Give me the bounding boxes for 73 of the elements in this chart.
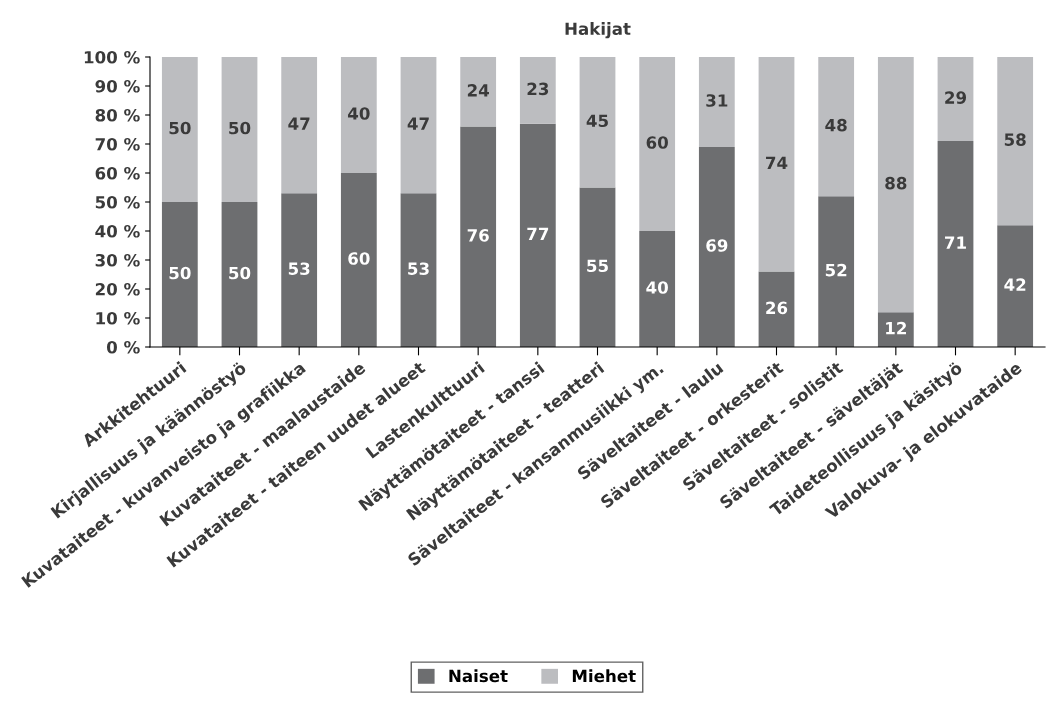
bar — [400, 57, 437, 194]
data-label: 48 — [825, 118, 847, 132]
data-label: 52 — [825, 263, 847, 277]
data-label: 76 — [467, 229, 489, 242]
bar — [221, 202, 258, 347]
data-label: 50 — [169, 121, 191, 135]
data-label: 50 — [169, 266, 191, 280]
data-label: 42 — [1004, 278, 1026, 291]
data-label: 31 — [706, 94, 728, 107]
y-tick-label: 70 % — [95, 137, 140, 151]
bar — [758, 57, 795, 272]
y-tick-label: 30 % — [95, 253, 140, 267]
data-label: 60 — [646, 136, 668, 149]
bar — [281, 57, 318, 194]
chart-title: Hakijat — [565, 22, 631, 39]
data-label: 53 — [408, 262, 429, 275]
data-label: 50 — [229, 121, 251, 135]
bar — [639, 57, 676, 231]
y-tick-label: 10 % — [96, 311, 140, 325]
bar — [519, 123, 556, 347]
bar — [400, 193, 437, 347]
y-tick-label: 90 % — [95, 79, 140, 93]
y-tick-label: 40 % — [95, 224, 140, 238]
data-label: 24 — [467, 84, 489, 97]
data-label: 12 — [886, 321, 906, 335]
data-label: 53 — [288, 262, 310, 275]
bar — [877, 57, 914, 313]
legend-label: Naiset — [449, 669, 508, 683]
y-tick-label: 0 % — [106, 340, 140, 354]
y-tick-label: 80 % — [95, 108, 140, 122]
y-tick-label: 20 % — [95, 282, 140, 296]
bar — [340, 173, 377, 347]
data-label: 71 — [945, 236, 966, 249]
bar — [937, 57, 974, 142]
bar — [340, 57, 377, 173]
data-label: 23 — [527, 82, 549, 96]
bar — [937, 141, 974, 347]
y-tick-label: 60 % — [95, 166, 140, 180]
data-label: 47 — [407, 117, 429, 130]
bar — [161, 202, 198, 347]
bar — [639, 231, 676, 347]
data-label: 77 — [527, 227, 549, 240]
data-label: 50 — [229, 266, 251, 280]
bar — [698, 57, 735, 147]
data-label: 40 — [646, 281, 668, 294]
bar — [460, 126, 497, 347]
bar — [818, 57, 855, 197]
bar — [758, 271, 795, 347]
bar — [221, 57, 258, 202]
bar — [997, 225, 1034, 347]
legend-label: Miehet — [572, 669, 636, 683]
data-label: 55 — [587, 259, 608, 273]
data-label: 26 — [766, 301, 788, 315]
data-label: 74 — [766, 156, 788, 169]
bar — [281, 193, 318, 347]
bar — [519, 57, 556, 124]
y-tick-label: 100 % — [84, 50, 140, 64]
data-label: 47 — [288, 117, 310, 130]
bar — [460, 57, 497, 127]
data-label: 45 — [586, 114, 608, 128]
data-label: 58 — [1004, 133, 1026, 146]
data-label: 69 — [706, 239, 728, 252]
bar — [818, 196, 855, 347]
data-label: 29 — [945, 91, 967, 104]
data-label: 40 — [347, 107, 370, 120]
bar — [579, 187, 616, 347]
bar — [161, 57, 198, 202]
bar — [698, 146, 735, 347]
bar — [997, 57, 1034, 226]
data-label: 88 — [885, 176, 907, 190]
bar — [579, 57, 616, 188]
data-label: 60 — [348, 252, 370, 265]
y-tick-label: 50 % — [95, 195, 140, 209]
